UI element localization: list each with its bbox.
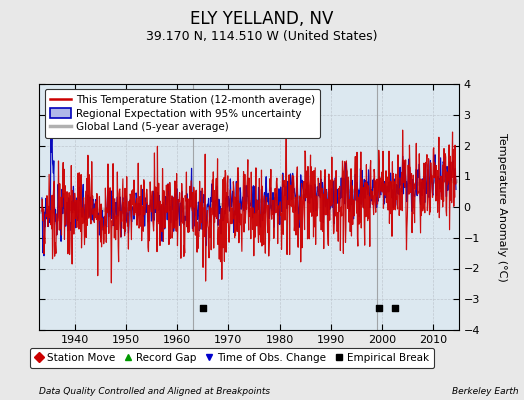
Point [375, 305, 384, 312]
Y-axis label: Temperature Anomaly (°C): Temperature Anomaly (°C) [497, 133, 507, 281]
Text: Data Quality Controlled and Aligned at Breakpoints: Data Quality Controlled and Aligned at B… [39, 387, 270, 396]
Point [390, 305, 399, 312]
Point [199, 305, 207, 312]
Legend: This Temperature Station (12-month average), Regional Expectation with 95% uncer: This Temperature Station (12-month avera… [45, 89, 320, 138]
Text: Berkeley Earth: Berkeley Earth [452, 387, 519, 396]
Text: 39.170 N, 114.510 W (United States): 39.170 N, 114.510 W (United States) [146, 30, 378, 43]
Text: ELY YELLAND, NV: ELY YELLAND, NV [190, 10, 334, 28]
Legend: Station Move, Record Gap, Time of Obs. Change, Empirical Break: Station Move, Record Gap, Time of Obs. C… [30, 348, 434, 368]
